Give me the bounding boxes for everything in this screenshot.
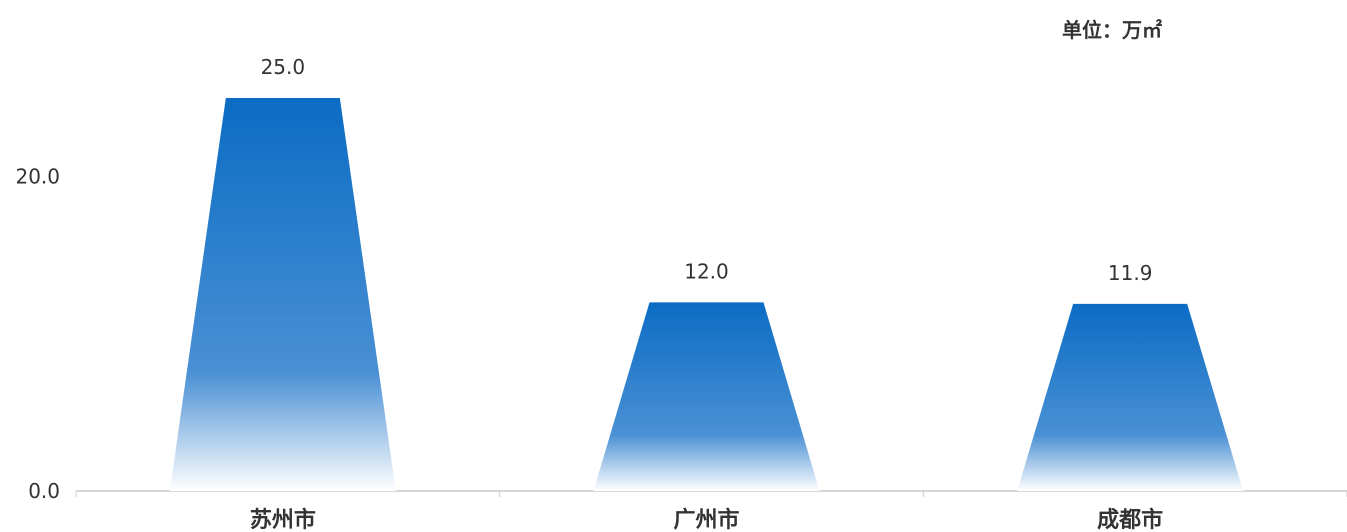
x-tick-label: 广州市	[673, 507, 739, 532]
x-tick-label: 苏州市	[250, 507, 316, 532]
y-tick-label: 20.0	[15, 165, 60, 189]
value-label: 25.0	[261, 55, 306, 79]
value-label: 12.0	[684, 259, 729, 283]
bar-3	[1017, 303, 1244, 491]
x-tick-label: 成都市	[1097, 507, 1163, 532]
y-tick-label: 0.0	[28, 479, 60, 503]
unit-label: 单位：万㎡	[1062, 18, 1162, 42]
value-label: 11.9	[1108, 261, 1153, 285]
bar-1	[169, 98, 396, 491]
bar-2	[593, 302, 820, 491]
